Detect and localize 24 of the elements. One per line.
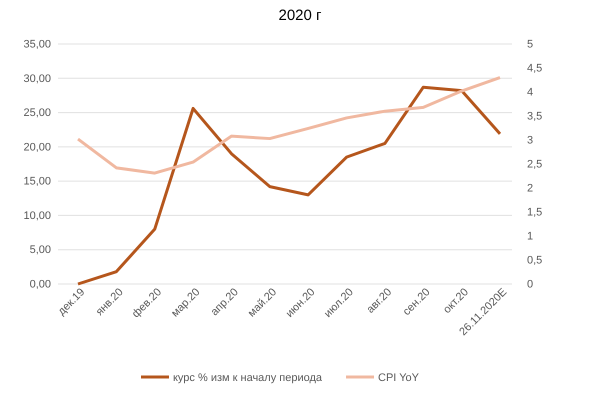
line-series bbox=[76, 86, 502, 286]
y-tick-label: 25,00 bbox=[23, 107, 51, 120]
y2-tick-label: 2 bbox=[527, 182, 534, 195]
legend-label: CPI YoY bbox=[378, 372, 420, 384]
y-tick-label: 0,00 bbox=[30, 278, 51, 291]
y2-tick-label: 0,5 bbox=[527, 254, 542, 267]
line-series bbox=[76, 76, 502, 175]
y-tick-label: 30,00 bbox=[23, 72, 51, 85]
y2-tick-label: 4 bbox=[527, 86, 534, 99]
y-tick-label: 20,00 bbox=[23, 141, 51, 154]
y2-tick-label: 1,5 bbox=[527, 206, 542, 219]
y2-tick-label: 3,5 bbox=[527, 110, 542, 123]
y2-tick-label: 1 bbox=[527, 230, 534, 243]
legend-label: курс % изм к началу периода bbox=[172, 372, 323, 384]
chart-title: 2020 г bbox=[278, 7, 322, 24]
y-tick-label: 35,00 bbox=[23, 38, 51, 51]
y2-tick-label: 4,5 bbox=[527, 62, 542, 75]
y2-tick-label: 2,5 bbox=[527, 158, 542, 171]
y-tick-label: 5,00 bbox=[30, 244, 51, 256]
y2-tick-label: 3 bbox=[527, 134, 534, 147]
y2-tick-label: 5 bbox=[527, 38, 534, 51]
y-tick-label: 15,00 bbox=[23, 176, 51, 188]
y-tick-label: 10,00 bbox=[23, 210, 51, 222]
y2-tick-label: 0 bbox=[527, 278, 534, 291]
